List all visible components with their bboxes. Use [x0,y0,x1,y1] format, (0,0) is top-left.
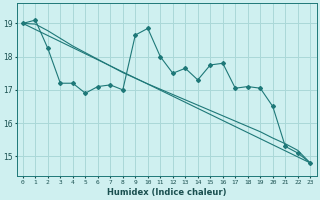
X-axis label: Humidex (Indice chaleur): Humidex (Indice chaleur) [107,188,226,197]
